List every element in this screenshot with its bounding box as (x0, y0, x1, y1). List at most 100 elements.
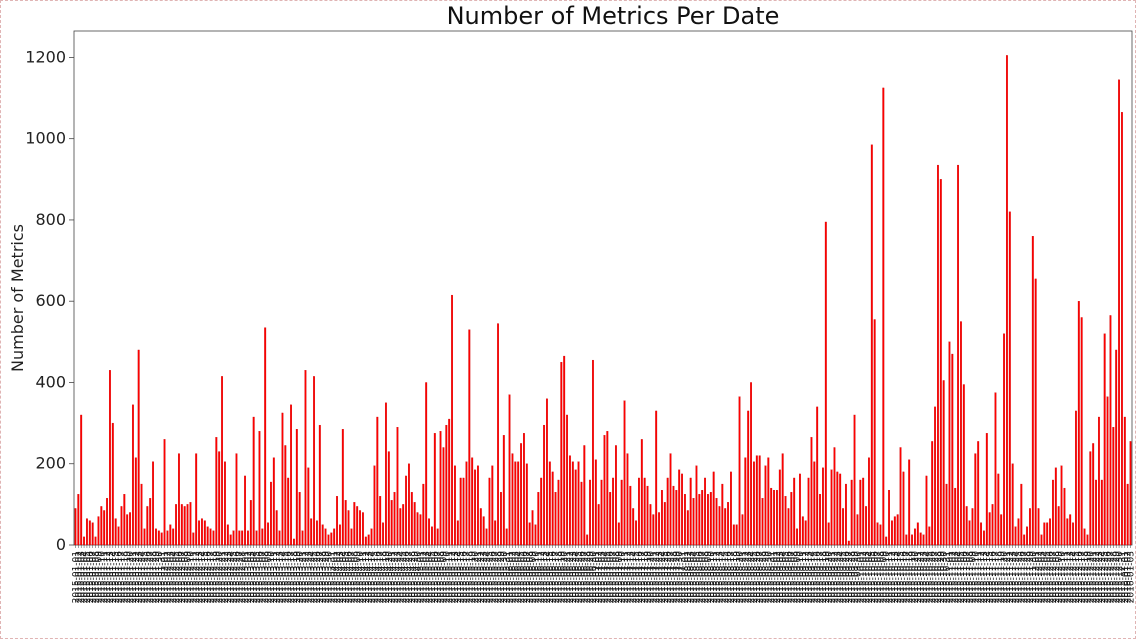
x-tick-label: 2015-10-23 (920, 551, 930, 603)
bar (1095, 479, 1098, 546)
bar (479, 508, 482, 546)
x-tick-label: 2015-05-17 (462, 551, 472, 603)
bar (410, 492, 413, 546)
x-tick-label: 2015-01-28 (149, 551, 159, 604)
bar (801, 516, 804, 546)
x-tick-label: 2015-07-20 (646, 551, 656, 604)
bar (678, 469, 681, 546)
x-tick-label: 2015-09-07 (787, 551, 797, 603)
x-tick-label: 2015-05-21 (474, 551, 484, 603)
bar (307, 467, 310, 546)
bar (709, 492, 712, 546)
bar (290, 404, 292, 546)
bar (1069, 514, 1072, 546)
bar (991, 504, 994, 546)
bar (97, 516, 100, 546)
x-tick-label: 2015-09-18 (819, 551, 829, 604)
y-axis-label: Number of Metrics (8, 224, 27, 372)
bar (615, 445, 617, 546)
x-tick-label: 2015-01-03 (77, 551, 87, 603)
x-tick-label: 2015-02-15 (201, 551, 211, 603)
bar (600, 479, 603, 546)
bar (566, 414, 569, 546)
bar (807, 477, 810, 546)
bar (330, 532, 333, 546)
x-tick-label: 2015-05-13 (451, 551, 461, 603)
bar (482, 516, 485, 546)
bar (646, 485, 649, 546)
x-tick-label: 2015-03-25 (310, 551, 320, 603)
x-tick-label: 2015-10-13 (891, 551, 901, 603)
x-tick-label: 2015-01-19 (123, 551, 133, 604)
bar (1063, 487, 1066, 546)
x-tick-label: 2015-07-23 (655, 551, 665, 603)
x-tick-label: 2015-09-13 (805, 551, 815, 603)
x-tick-label: 2015-10-30 (940, 551, 950, 604)
bar (1098, 416, 1100, 546)
bar (459, 477, 462, 546)
x-tick-label: 2015-10-11 (885, 551, 895, 603)
bar (744, 457, 747, 546)
x-tick-label: 2015-04-04 (339, 551, 349, 604)
x-tick-label: 2015-11-22 (1006, 551, 1016, 603)
x-tick-label: 2015-11-17 (991, 551, 1001, 603)
x-tick-label: 2015-03-05 (253, 551, 263, 603)
x-tick-label: 2015-05-11 (445, 551, 455, 603)
bar (442, 447, 445, 546)
x-tick-label: 2015-07-31 (678, 551, 688, 603)
x-tick-label: 2015-10-08 (876, 551, 886, 604)
bar (278, 530, 281, 546)
bar (525, 463, 528, 546)
x-tick-label: 2015-08-09 (704, 551, 714, 604)
bar (430, 526, 433, 546)
bar (776, 489, 778, 546)
x-tick-label: 2015-08-05 (692, 551, 702, 603)
bar (413, 502, 416, 546)
x-tick-label: 2015-06-18 (554, 551, 564, 604)
bar (419, 514, 422, 546)
x-tick-label: 2015-07-15 (632, 551, 642, 603)
bar (865, 506, 868, 546)
x-tick-label: 2015-12-06 (1046, 551, 1056, 604)
bar (269, 481, 272, 546)
bar (244, 475, 247, 546)
x-tick-label: 2015-03-08 (261, 551, 271, 604)
bar (120, 506, 123, 546)
x-tick-label: 2015-07-28 (669, 551, 679, 604)
x-tick-label: 2015-03-31 (327, 551, 337, 603)
x-tick-label: 2015-12-27 (1106, 551, 1116, 603)
bar (192, 532, 195, 546)
bar (241, 530, 244, 546)
bar (836, 471, 839, 546)
x-tick-label: 2015-07-02 (595, 551, 605, 603)
bar (379, 496, 382, 546)
bar (206, 526, 209, 546)
x-tick-label: 2015-09-09 (793, 551, 803, 604)
bar (1040, 534, 1043, 546)
x-tick-label: 2015-04-03 (336, 551, 346, 603)
x-tick-label: 2015-02-03 (166, 551, 176, 603)
x-tick-label: 2015-05-12 (448, 551, 458, 603)
bar (523, 433, 525, 546)
x-tick-label: 2015-12-29 (1112, 551, 1122, 604)
x-tick-label: 2016-01-01 (1121, 551, 1131, 603)
bar (1037, 508, 1040, 546)
x-tick-label: 2015-11-13 (980, 551, 990, 603)
bar (603, 435, 606, 546)
bar (896, 514, 899, 546)
x-tick-label: 2015-10-21 (914, 551, 924, 603)
bar (1057, 506, 1060, 546)
x-tick-label: 2015-10-18 (905, 551, 915, 604)
x-tick-label: 2015-05-19 (468, 551, 478, 604)
x-tick-label: 2015-11-12 (977, 551, 987, 603)
bar (157, 530, 160, 546)
bar (1006, 55, 1008, 546)
x-tick-label: 2015-03-29 (322, 551, 332, 604)
bar (594, 459, 597, 546)
bar (1126, 483, 1129, 546)
x-tick-label: 2015-07-16 (635, 551, 645, 604)
bar (433, 433, 436, 546)
x-tick-label: 2015-06-24 (572, 551, 582, 604)
bar (238, 530, 241, 546)
bar (931, 441, 934, 546)
